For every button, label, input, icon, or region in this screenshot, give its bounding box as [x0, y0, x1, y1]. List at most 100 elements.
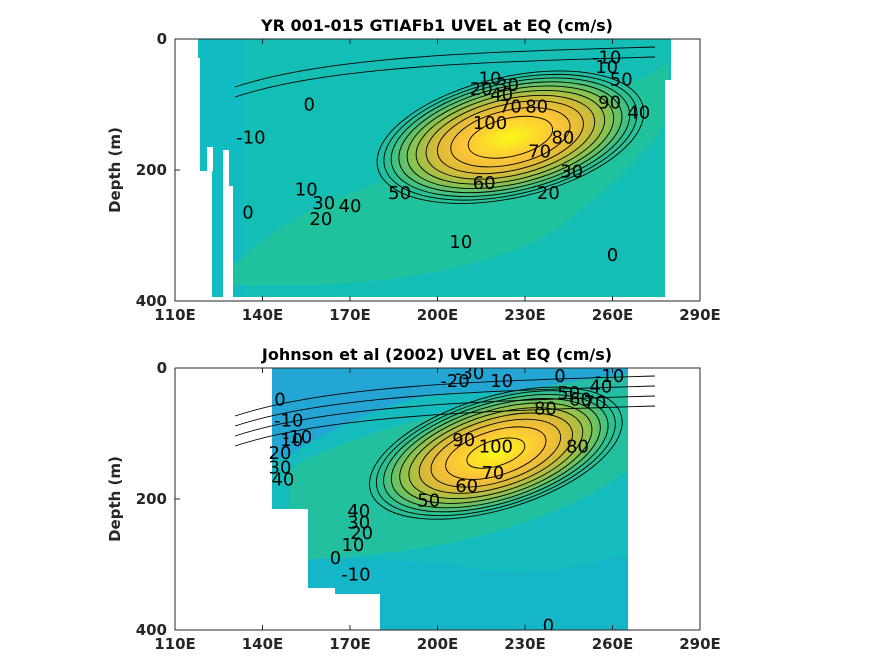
top-contour-line [467, 115, 554, 159]
top-contour-label: 20 [470, 79, 493, 100]
top-contour-label: 30 [496, 75, 519, 96]
bottom-x-tick-label: 170E [329, 635, 371, 653]
top-contour-lines [234, 46, 656, 204]
bottom-contour-label: 0 [543, 615, 554, 636]
top-missing-data [207, 200, 212, 301]
bottom-contour-label: 20 [269, 443, 292, 464]
top-contour-label: 20 [537, 183, 560, 204]
top-contour-label: 0 [242, 203, 253, 224]
bottom-contour-label: 20 [350, 523, 373, 544]
bottom-y-tick-label: 0 [157, 359, 167, 377]
bottom-contour-label: 100 [479, 437, 513, 458]
top-contour-label: 90 [598, 93, 621, 114]
bottom-contour-line-negative [234, 385, 656, 427]
bottom-contour-line-negative [234, 405, 656, 447]
bottom-contour-label: 70 [481, 463, 504, 484]
top-contour-label: 20 [309, 209, 332, 230]
top-contour-label: 60 [473, 173, 496, 194]
bottom-contour-line-negative [234, 375, 656, 417]
bottom-contour-label: 40 [347, 501, 370, 522]
bottom-missing-data [628, 368, 700, 630]
top-contour-label: 10 [595, 57, 618, 78]
top-missing-data [207, 147, 213, 171]
bottom-x-tick-label: 230E [504, 635, 546, 653]
top-contour-label: 80 [525, 96, 548, 117]
top-x-tick-label: 140E [242, 306, 284, 324]
bottom-y-tick-label: 200 [136, 490, 167, 508]
top-x-tick-label: 260E [592, 306, 634, 324]
top-contour-label: 40 [490, 85, 513, 106]
panel-top-title: YR 001-015 GTIAFb1 UVEL at EQ (cm/s) [260, 16, 613, 35]
top-contour-line [376, 70, 645, 204]
top-contour-label: 40 [339, 196, 362, 217]
panel-top-ylabel: Depth (m) [106, 127, 124, 213]
bottom-missing-data [308, 594, 380, 630]
bottom-contour-label: 10 [341, 535, 364, 556]
bottom-contour-line [390, 398, 601, 509]
top-x-tick-label: 230E [504, 306, 546, 324]
bottom-contour-line [418, 412, 573, 494]
bottom-contour-label: -30 [455, 363, 484, 384]
bottom-x-tick-label: 200E [417, 635, 459, 653]
panel-bottom: Johnson et al (2002) UVEL at EQ (cm/s) D… [106, 345, 721, 653]
bottom-contour-label: 80 [534, 399, 557, 420]
bottom-contour-line [430, 418, 562, 488]
top-contour-label: 0 [303, 95, 314, 116]
top-missing-data [223, 150, 229, 301]
top-contour-line-negative [234, 56, 656, 98]
top-contour-label: 100 [473, 113, 507, 134]
bottom-missing-data [272, 509, 308, 630]
top-x-tick-label: 170E [329, 306, 371, 324]
bottom-contour-label: 10 [280, 430, 303, 451]
bottom-contour-label: -10 [283, 427, 312, 448]
bottom-contour-label: 90 [452, 430, 475, 451]
top-contour-label: 70 [499, 96, 522, 117]
bottom-contour-label: 60 [455, 476, 478, 497]
top-x-tick-label: 200E [417, 306, 459, 324]
bottom-contour-label: 60 [569, 389, 592, 410]
top-contour-label: 10 [449, 232, 472, 253]
top-contour-label: 50 [388, 183, 411, 204]
bottom-missing-data [175, 368, 272, 630]
bottom-contour-label: 30 [269, 458, 292, 479]
bottom-contour-line [383, 394, 609, 513]
bottom-x-tick-label: 110E [154, 635, 196, 653]
bottom-contour-label: 80 [566, 437, 589, 458]
top-contour-label: 80 [551, 127, 574, 148]
top-contour-label: 10 [295, 180, 318, 201]
top-contour-line [415, 89, 606, 185]
top-y-tick-label: 0 [157, 30, 167, 48]
top-missing-data [665, 80, 671, 301]
top-contour-label: 0 [607, 245, 618, 266]
top-contour-label: -10 [236, 127, 265, 148]
bottom-contour-label: 50 [557, 383, 580, 404]
bottom-contour-label: 40 [271, 469, 294, 490]
top-contour-line [383, 73, 638, 201]
top-contour-label: 10 [479, 68, 502, 89]
bottom-contour-lines [234, 375, 656, 520]
bottom-x-tick-label: 260E [592, 635, 634, 653]
bottom-contour-line [466, 437, 526, 469]
top-contour-label: 30 [312, 193, 335, 214]
bottom-contour-label: -20 [440, 371, 469, 392]
top-y-tick-label: 400 [136, 292, 167, 310]
top-contour-label: 70 [528, 142, 551, 163]
bottom-contour-label: -10 [595, 366, 624, 387]
top-missing-data [229, 186, 233, 301]
top-contour-label: -10 [592, 47, 621, 68]
bottom-y-tick-label: 400 [136, 621, 167, 639]
top-y-tick-label: 200 [136, 161, 167, 179]
top-missing-data [671, 39, 700, 301]
bottom-contour-label: 40 [589, 376, 612, 397]
top-missing-data [175, 39, 198, 301]
bottom-x-tick-label: 290E [679, 635, 721, 653]
bottom-contour-label: -10 [274, 410, 303, 431]
top-contour-label: 40 [627, 102, 650, 123]
bottom-contour-label: 0 [330, 548, 341, 569]
top-contour-line-negative [234, 46, 656, 88]
